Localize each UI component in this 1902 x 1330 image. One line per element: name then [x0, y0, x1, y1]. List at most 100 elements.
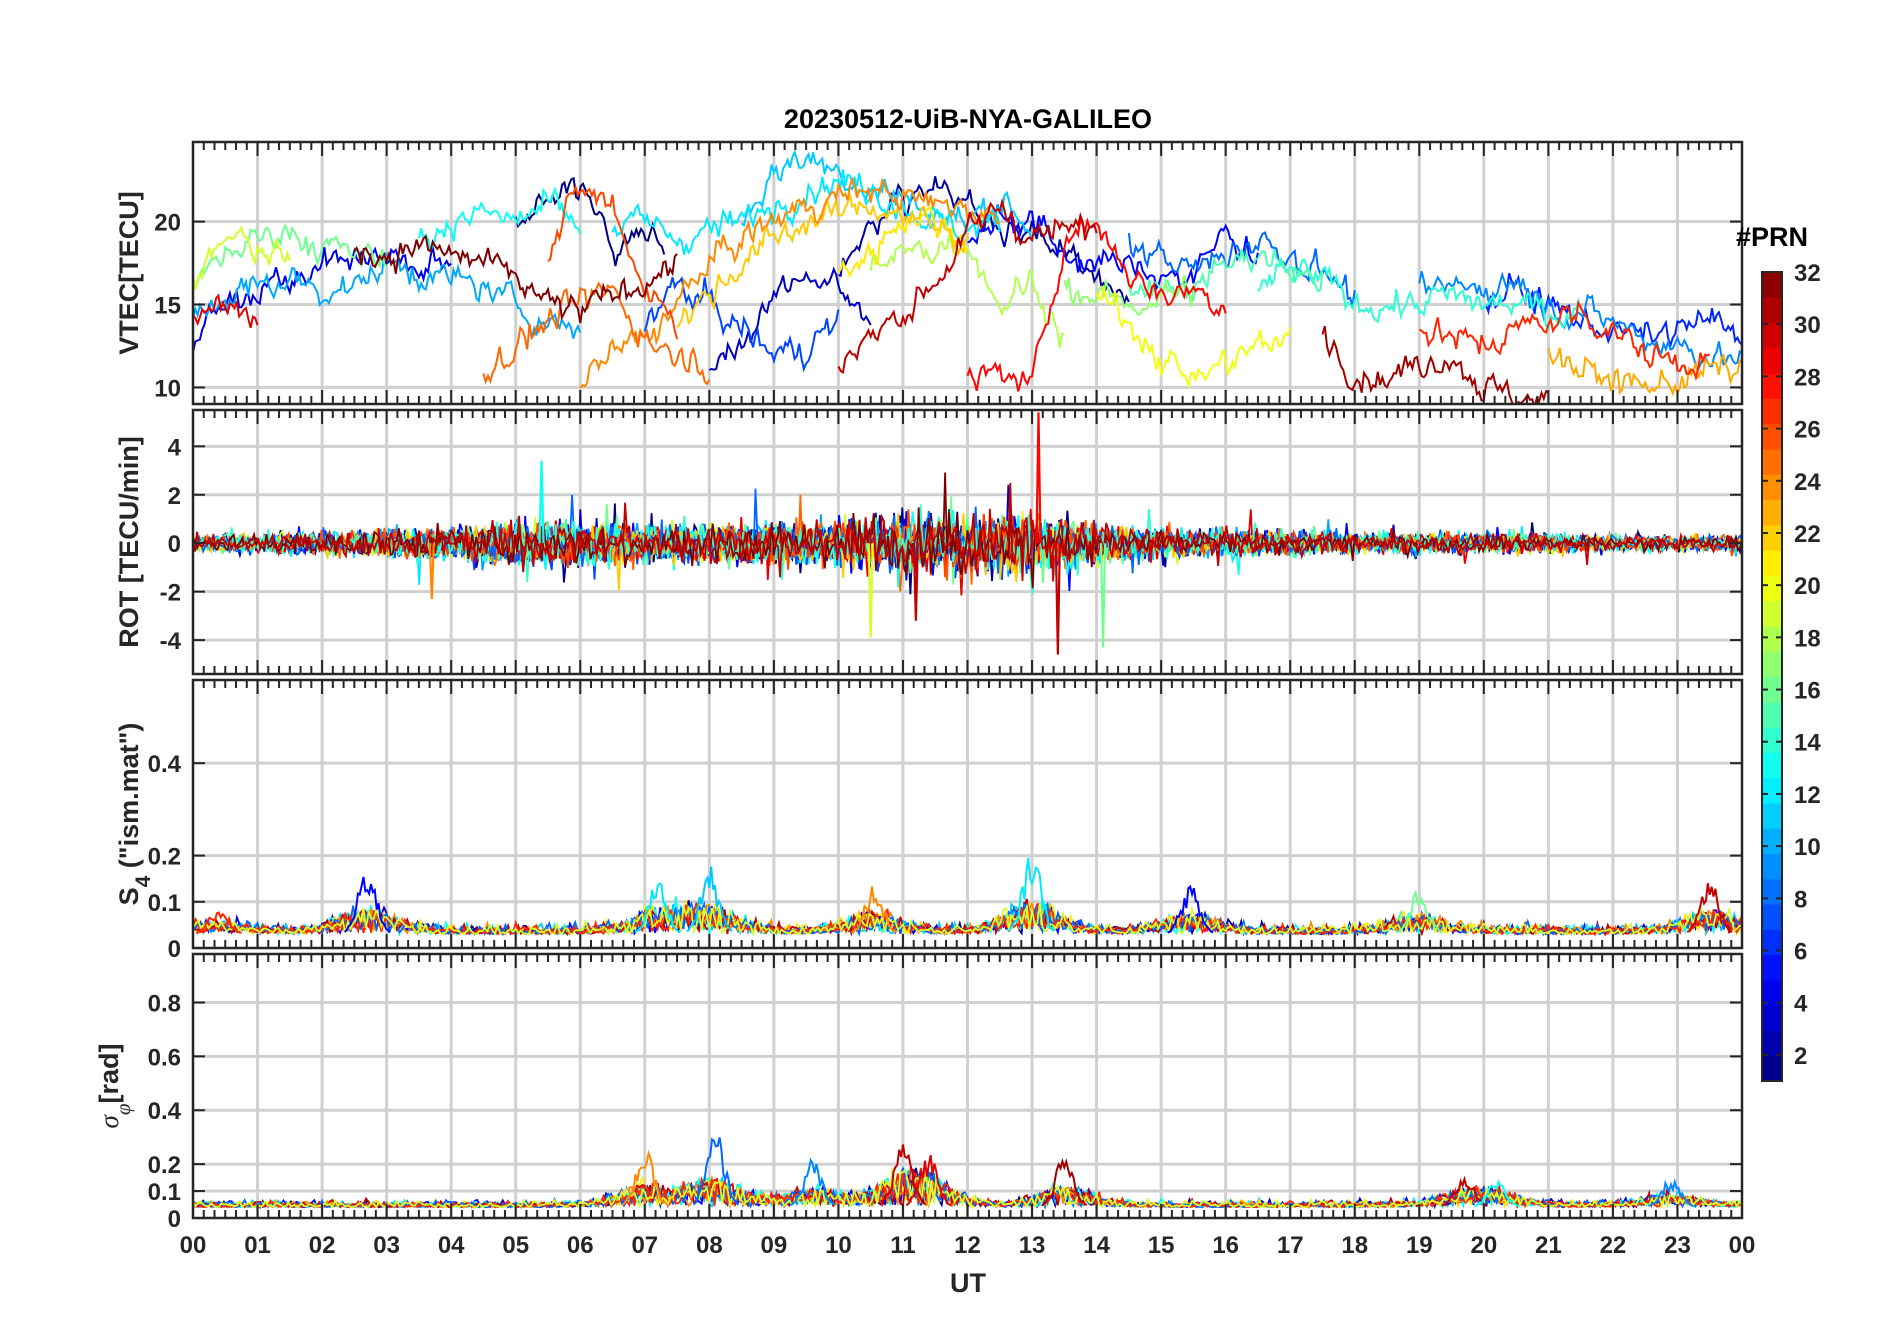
plot-area — [193, 857, 1742, 938]
x-tick-label: 07 — [631, 1232, 658, 1259]
colorbar-band — [1762, 347, 1782, 374]
y-tick-label: -4 — [160, 628, 182, 655]
x-tick-label: 00 — [180, 1232, 207, 1259]
rot-spike — [867, 543, 874, 638]
rot-spike — [1035, 412, 1042, 544]
colorbar-tick-label: 16 — [1794, 678, 1821, 705]
y-tick-label: 10 — [154, 375, 181, 402]
vtec-line-prn-25 — [482, 281, 711, 386]
s4-peak-prn-5 — [344, 876, 391, 933]
sigma-peak-prn-8 — [692, 1137, 740, 1206]
colorbar-band — [1762, 474, 1782, 501]
vtec-line-prn-20 — [1095, 284, 1292, 390]
colorbar-band — [1762, 853, 1782, 880]
vtec-line-prn-1 — [514, 176, 666, 267]
colorbar-tick-label: 28 — [1794, 364, 1821, 391]
rot-line-prn-32 — [193, 472, 1742, 589]
sigma-peak-prn-30 — [880, 1144, 926, 1206]
colorbar-band — [1762, 272, 1782, 298]
vtec-line-prn-24 — [579, 176, 1001, 389]
x-axis-label: UT — [950, 1268, 986, 1298]
vtec-line-prn-3 — [708, 266, 872, 371]
x-tick-label: 22 — [1600, 1232, 1627, 1259]
y-tick-label: 0.1 — [148, 890, 181, 917]
colorbar-tick-label: 32 — [1794, 260, 1821, 287]
s4-peak-prn-24 — [851, 886, 898, 934]
vtec-line-prn-7 — [643, 276, 840, 373]
rot-spike — [1054, 543, 1061, 655]
x-ticks — [192, 680, 1743, 948]
vtec-line-prn-27 — [1418, 299, 1711, 382]
rot-spike — [1099, 543, 1107, 648]
colorbar-band — [1762, 777, 1782, 804]
x-tick-label: 04 — [438, 1232, 465, 1259]
colorbar-tick-label: 22 — [1794, 521, 1821, 548]
x-tick-label: 14 — [1083, 1232, 1110, 1259]
panel-2: -4 -2 0 2 4 ROT [TECU/min] — [114, 408, 1744, 676]
y-tick-label: 0.2 — [148, 1152, 181, 1179]
colorbar-tick-label: 18 — [1794, 625, 1821, 652]
s4-peak-prn-5 — [1167, 884, 1214, 934]
s4-peak-prn-11 — [686, 866, 733, 933]
colorbar-band — [1762, 499, 1782, 526]
vtec-line-prn-22 — [676, 193, 969, 329]
colorbar-tick-label: 12 — [1794, 782, 1821, 809]
x-tick-label: 19 — [1406, 1232, 1433, 1259]
colorbar-band — [1762, 828, 1782, 855]
panel-3: 0 0.1 0.2 0.4S4 ("ism.mat") — [114, 678, 1744, 963]
x-tick-label: 05 — [502, 1232, 529, 1259]
colorbar-band — [1762, 904, 1782, 930]
colorbar-band — [1762, 625, 1782, 652]
colorbar-tick-label: 14 — [1794, 730, 1821, 757]
colorbar-tick-label: 30 — [1794, 312, 1821, 339]
y-axis-label: S4 ("ism.mat") — [114, 723, 155, 906]
colorbar-tick-label: 2 — [1794, 1043, 1807, 1070]
x-ticks — [192, 410, 1743, 674]
x-tick-label: 06 — [567, 1232, 594, 1259]
colorbar-band — [1762, 701, 1782, 728]
colorbar-band — [1762, 297, 1782, 324]
y-axis: -4 -2 0 2 4 — [160, 434, 1742, 655]
x-tick-labels: 00 01 02 03 04 05 06 07 08 09 10 11 12 13 14 15 16 17 18 19… — [180, 1232, 1756, 1259]
rot-spike — [538, 460, 545, 544]
vtec-line-prn-28 — [966, 216, 1227, 392]
colorbar-band — [1762, 752, 1782, 779]
x-tick-label: 13 — [1019, 1232, 1046, 1259]
x-tick-label: 08 — [696, 1232, 723, 1259]
colorbar-band — [1762, 373, 1782, 400]
chart-title: 20230512-UiB-NYA-GALILEO — [784, 104, 1152, 134]
y-tick-label: 0.6 — [148, 1044, 181, 1071]
colorbar-band — [1762, 423, 1782, 450]
colorbar-band — [1762, 322, 1782, 349]
colorbar-band — [1762, 1030, 1782, 1057]
vtec-line-prn-11 — [740, 149, 1033, 242]
y-tick-label: 0.4 — [148, 1098, 182, 1125]
x-tick-label: 23 — [1664, 1232, 1691, 1259]
sigma-peak-prn-30 — [1441, 1175, 1488, 1207]
x-tick-label: 12 — [954, 1232, 981, 1259]
colorbar-band — [1762, 878, 1782, 905]
y-tick-label: 0.2 — [148, 844, 181, 871]
y-axis-label: σφ[rad] — [94, 1044, 135, 1129]
s4-peak-prn-30 — [1686, 883, 1733, 933]
colorbar-band — [1762, 524, 1782, 551]
grid — [193, 680, 1742, 948]
y-axis: 10 15 20 — [154, 210, 1742, 402]
x-tick-label: 09 — [761, 1232, 788, 1259]
x-tick-label: 17 — [1277, 1232, 1304, 1259]
y-tick-label: 15 — [154, 293, 181, 320]
vtec-line-prn-12 — [611, 169, 1001, 255]
y-axis: 0 0.1 0.2 0.4 — [148, 751, 1742, 963]
vtec-line-prn-14 — [1257, 256, 1582, 331]
x-tick-label: 11 — [890, 1232, 915, 1259]
colorbar-band — [1762, 550, 1782, 576]
colorbar-band — [1762, 979, 1782, 1006]
vtec-line-prn-26 — [547, 183, 679, 340]
vtec-line-prn-16 — [193, 223, 388, 290]
sigma-peak-prn-9 — [1648, 1178, 1694, 1207]
y-tick-label: 0 — [168, 936, 181, 963]
vtec-line-prn-9 — [1418, 271, 1742, 372]
